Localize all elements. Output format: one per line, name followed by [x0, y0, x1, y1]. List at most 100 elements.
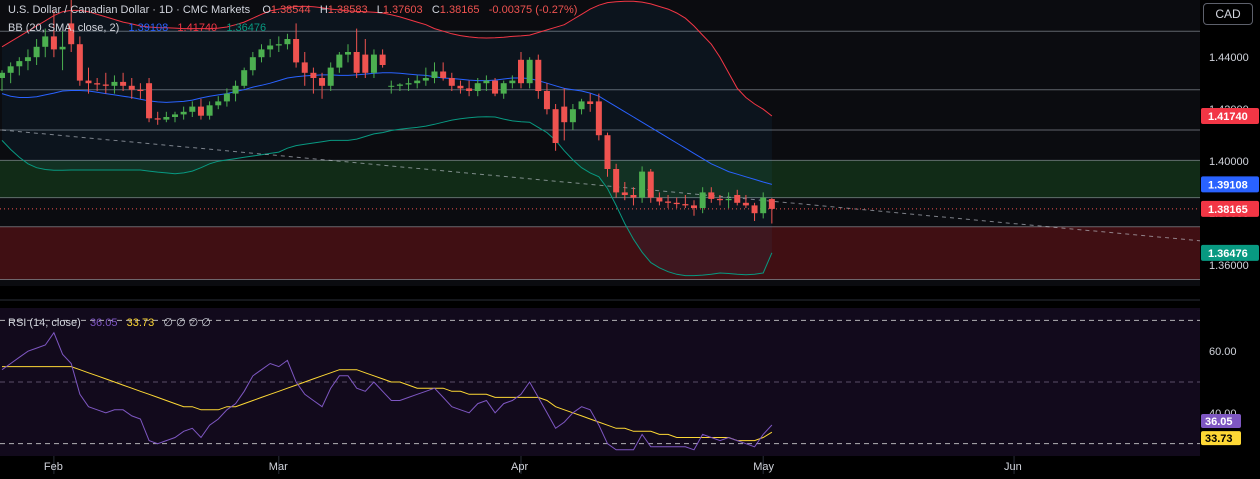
candle-body[interactable] [319, 78, 326, 86]
candle-body[interactable] [760, 197, 767, 214]
candle-body[interactable] [405, 83, 412, 85]
candle-body[interactable] [353, 52, 360, 73]
candle-body[interactable] [172, 114, 178, 117]
candle-body[interactable] [587, 101, 594, 104]
candle-body[interactable] [7, 66, 14, 73]
candle-body[interactable] [595, 101, 602, 136]
rsi-ma-line[interactable] [2, 366, 773, 442]
candle-body[interactable] [180, 111, 187, 115]
candle-body[interactable] [267, 45, 274, 50]
candle-body[interactable] [526, 59, 533, 84]
candle-body[interactable] [102, 84, 109, 86]
candle-body[interactable] [206, 105, 213, 116]
candle-body[interactable] [768, 199, 775, 209]
candle-body[interactable] [85, 80, 92, 84]
candle-body[interactable] [613, 169, 620, 193]
candle-body[interactable] [249, 57, 256, 71]
candle-body[interactable] [379, 54, 386, 65]
candle-body[interactable] [223, 93, 230, 102]
bb-legend[interactable]: BB (20, SMA, close, 2) 1.39108 1.41740 1… [8, 22, 266, 34]
candle-body[interactable] [0, 72, 5, 78]
candle-body[interactable] [241, 70, 248, 86]
candle-body[interactable] [543, 91, 550, 110]
candle-body[interactable] [232, 85, 239, 94]
candle-body[interactable] [24, 57, 31, 62]
candle-body[interactable] [396, 84, 403, 86]
bb-basis-line[interactable] [1, 72, 773, 185]
candle-body[interactable] [474, 83, 481, 91]
candle-body[interactable] [639, 171, 646, 198]
candle-body[interactable] [414, 80, 421, 84]
candle-body[interactable] [120, 81, 127, 86]
candle-body[interactable] [691, 205, 697, 208]
candle-body[interactable] [310, 72, 317, 78]
candle-body[interactable] [440, 71, 447, 79]
candle-body[interactable] [630, 195, 637, 198]
candle-body[interactable] [647, 171, 654, 198]
candle-body[interactable] [128, 85, 135, 90]
candle-body[interactable] [518, 59, 524, 84]
candle-body[interactable] [422, 78, 429, 81]
candle-body[interactable] [137, 89, 144, 91]
candle-body[interactable] [189, 106, 196, 112]
candle-body[interactable] [569, 109, 576, 123]
candle-body[interactable] [457, 85, 464, 89]
candle-body[interactable] [345, 52, 351, 55]
candle-body[interactable] [336, 54, 343, 68]
candle-body[interactable] [388, 85, 395, 87]
candle-body[interactable] [742, 202, 749, 206]
candle-body[interactable] [448, 78, 455, 86]
candle-body[interactable] [215, 101, 222, 106]
symbol-title[interactable]: U.S. Dollar / Canadian Dollar · 1D · CMC… [8, 4, 251, 16]
candle-body[interactable] [751, 205, 758, 214]
candle-body[interactable] [699, 192, 706, 208]
candle-body[interactable] [492, 80, 499, 94]
candle-body[interactable] [578, 101, 585, 110]
candle-body[interactable] [301, 62, 308, 73]
candle-body[interactable] [50, 36, 57, 50]
candle-body[interactable] [656, 197, 663, 202]
candle-body[interactable] [275, 44, 282, 46]
rsi-legend[interactable]: RSI (14, close) 36.05 33.73 ∅ ∅ ∅ ∅ [8, 316, 211, 329]
candle-body[interactable] [500, 83, 507, 94]
candle-body[interactable] [146, 83, 153, 119]
candle-body[interactable] [673, 202, 680, 205]
candle-body[interactable] [59, 46, 66, 50]
candle-body[interactable] [94, 83, 101, 85]
candle-body[interactable] [258, 49, 265, 58]
candle-body[interactable] [33, 46, 40, 58]
candle-body[interactable] [42, 36, 49, 47]
candle-body[interactable] [665, 201, 672, 203]
candle-body[interactable] [604, 135, 611, 169]
candle-body[interactable] [483, 80, 490, 84]
candle-body[interactable] [535, 59, 542, 91]
candle-body[interactable] [163, 117, 170, 120]
candle-body[interactable] [293, 39, 300, 63]
candle-body[interactable] [284, 39, 291, 45]
candle-body[interactable] [552, 109, 559, 143]
candle-body[interactable] [431, 71, 438, 79]
candle-body[interactable] [370, 54, 377, 73]
candle-body[interactable] [197, 106, 204, 116]
candle-body[interactable] [154, 118, 161, 120]
candle-body[interactable] [362, 54, 369, 73]
candle-body[interactable] [621, 192, 628, 195]
candle-body[interactable] [76, 44, 83, 81]
trendline-dashed[interactable] [1, 129, 1260, 255]
bb-upper-line[interactable] [1, 0, 773, 117]
candle-body[interactable] [561, 106, 568, 123]
candle-body[interactable] [682, 204, 689, 206]
currency-button[interactable]: CAD [1203, 3, 1253, 25]
candle-body[interactable] [725, 198, 732, 201]
bb-lower-line[interactable] [1, 116, 773, 277]
candle-body[interactable] [111, 81, 118, 86]
candle-body[interactable] [327, 67, 334, 86]
candle-body[interactable] [734, 195, 741, 203]
candle-body[interactable] [466, 88, 473, 91]
candle-body[interactable] [68, 23, 75, 45]
candle-body[interactable] [708, 192, 715, 199]
candle-body[interactable] [509, 80, 516, 84]
rsi-line[interactable] [1, 331, 773, 451]
candle-body[interactable] [716, 198, 723, 201]
